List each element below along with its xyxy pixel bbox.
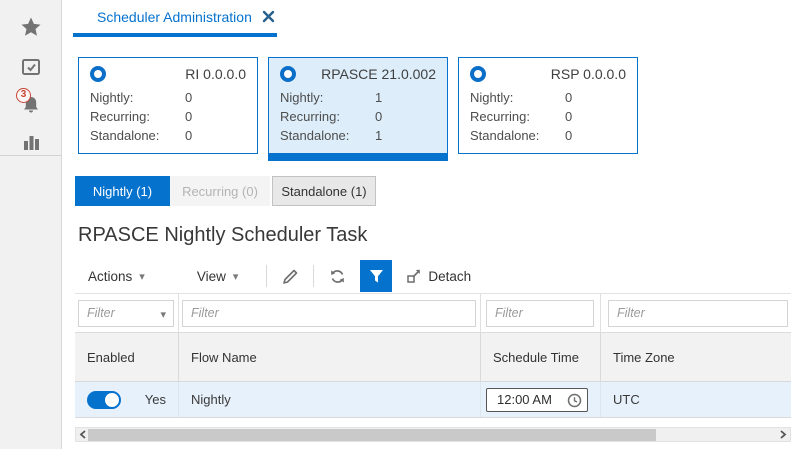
actions-menu-button[interactable]: Actions ▾ xyxy=(88,269,145,284)
table-row[interactable]: Yes Nightly UTC xyxy=(75,382,791,418)
card-row-label: Nightly: xyxy=(470,90,514,105)
bar-chart-icon xyxy=(24,136,39,150)
scheduler-table: ▾ Enabled Flow Name S xyxy=(75,293,791,418)
card-row-value: 1 xyxy=(375,128,383,143)
card-row-label: Standalone: xyxy=(280,128,350,143)
schedule-time-filter-input[interactable] xyxy=(487,300,593,326)
chevron-down-icon: ▾ xyxy=(232,270,239,283)
sidebar-item-notifications[interactable]: 3 xyxy=(0,87,62,122)
column-header-time-zone: Time Zone xyxy=(600,333,791,381)
toolbar-separator xyxy=(266,265,268,287)
tab-bar: Scheduler Administration xyxy=(62,0,791,40)
toolbar-separator xyxy=(313,265,315,287)
card-row-value: 0 xyxy=(185,109,193,124)
chevron-right-icon xyxy=(780,430,787,439)
toggle-knob xyxy=(105,392,119,407)
tab-standalone[interactable]: Standalone (1) xyxy=(272,176,376,206)
sidebar-item-tasks[interactable] xyxy=(0,52,62,82)
enabled-filter-combobox[interactable]: ▾ xyxy=(78,299,174,327)
tab-recurring[interactable]: Recurring (0) xyxy=(170,176,270,206)
detach-button[interactable]: Detach xyxy=(406,268,471,284)
view-menu-label: View xyxy=(196,268,226,284)
schedule-time-filter[interactable] xyxy=(486,299,594,327)
clock-icon[interactable] xyxy=(567,393,582,408)
page-title: RPASCE Nightly Scheduler Task xyxy=(78,224,368,246)
detach-icon xyxy=(407,269,421,283)
scroll-left-button[interactable] xyxy=(76,428,90,441)
tab-title: Scheduler Administration xyxy=(97,8,252,25)
chevron-left-icon xyxy=(79,430,86,439)
flow-name-filter[interactable] xyxy=(182,299,476,327)
scrollbar-thumb[interactable] xyxy=(88,429,656,441)
card-row-label: Recurring: xyxy=(470,109,530,124)
filter-toggle-button[interactable] xyxy=(360,260,393,292)
card-row-value: 0 xyxy=(185,128,193,143)
chevron-down-icon: ▾ xyxy=(139,270,145,283)
filter-funnel-icon xyxy=(369,269,383,282)
enabled-filter-input[interactable] xyxy=(79,300,173,326)
card-title: RPASCE 21.0.002 xyxy=(321,66,436,82)
flow-name-cell: Nightly xyxy=(178,382,480,417)
column-header-schedule-time: Schedule Time xyxy=(480,333,600,381)
schedule-time-cell xyxy=(480,382,600,417)
tab-active-underline xyxy=(73,33,277,37)
detach-label: Detach xyxy=(428,268,472,284)
schedule-time-input[interactable] xyxy=(487,392,567,407)
sidebar-divider xyxy=(0,155,62,156)
scheduler-card-rsp[interactable]: RSP 0.0.0.0 Nightly: 0 Recurring: 0 Standa… xyxy=(458,57,638,154)
edit-button[interactable] xyxy=(275,261,305,291)
sidebar-item-favorites[interactable] xyxy=(0,12,62,42)
card-row-value: 0 xyxy=(565,128,573,143)
card-row-value: 0 xyxy=(185,90,193,105)
status-ring-icon xyxy=(470,66,486,82)
time-zone-filter[interactable] xyxy=(608,299,788,327)
status-ring-icon xyxy=(280,66,296,82)
time-zone-filter-input[interactable] xyxy=(609,300,787,326)
card-title: RI 0.0.0.0 xyxy=(185,66,246,82)
card-row-label: Recurring: xyxy=(90,109,150,124)
chevron-down-icon: ▾ xyxy=(160,308,166,321)
table-header-row: Enabled Flow Name Schedule Time Time Zon… xyxy=(75,332,791,382)
enabled-value: Yes xyxy=(144,392,166,407)
tab-scheduler-administration[interactable]: Scheduler Administration xyxy=(73,0,299,33)
refresh-button[interactable] xyxy=(322,261,352,291)
card-row-label: Nightly: xyxy=(280,90,324,105)
enabled-toggle[interactable] xyxy=(87,390,121,409)
selected-card-indicator xyxy=(268,154,448,161)
status-ring-icon xyxy=(90,66,106,82)
actions-menu-label: Actions xyxy=(88,268,133,284)
column-header-enabled: Enabled xyxy=(87,349,135,365)
tab-nightly[interactable]: Nightly (1) xyxy=(75,176,170,206)
card-title: RSP 0.0.0.0 xyxy=(550,66,626,82)
scheduler-card-ri[interactable]: RI 0.0.0.0 Nightly: 0 Recurring: 0 Standal… xyxy=(78,57,258,154)
schedule-time-picker[interactable] xyxy=(486,387,588,412)
card-row-value: 1 xyxy=(375,90,383,105)
column-header-flow-name: Flow Name xyxy=(178,333,480,381)
scheduler-card-rpasce[interactable]: RPASCE 21.0.002 Nightly: 1 Recurring: 0 St… xyxy=(268,57,448,161)
card-row-value: 0 xyxy=(565,90,573,105)
star-icon xyxy=(21,17,41,36)
notification-badge: 3 xyxy=(16,87,31,103)
card-row-label: Standalone: xyxy=(90,128,160,143)
enabled-cell: Yes xyxy=(75,382,178,417)
table-toolbar: Actions ▾ View ▾ xyxy=(75,258,791,294)
calendar-check-icon xyxy=(22,59,40,75)
horizontal-scrollbar[interactable] xyxy=(75,427,791,442)
close-icon[interactable] xyxy=(262,10,275,23)
sidebar-item-reports[interactable] xyxy=(0,128,62,158)
refresh-icon xyxy=(331,269,344,283)
left-sidebar: 3 xyxy=(0,0,62,449)
time-zone-cell: UTC xyxy=(600,382,791,417)
pencil-icon xyxy=(283,269,298,284)
flow-name-filter-input[interactable] xyxy=(183,300,475,326)
card-row-label: Nightly: xyxy=(90,90,134,105)
view-menu-button[interactable]: View ▾ xyxy=(197,269,239,284)
card-row-label: Recurring: xyxy=(280,109,340,124)
card-row-value: 0 xyxy=(375,109,383,124)
scroll-right-button[interactable] xyxy=(776,428,790,441)
card-row-label: Standalone: xyxy=(470,128,540,143)
filter-row: ▾ xyxy=(75,294,791,332)
card-row-value: 0 xyxy=(565,109,573,124)
